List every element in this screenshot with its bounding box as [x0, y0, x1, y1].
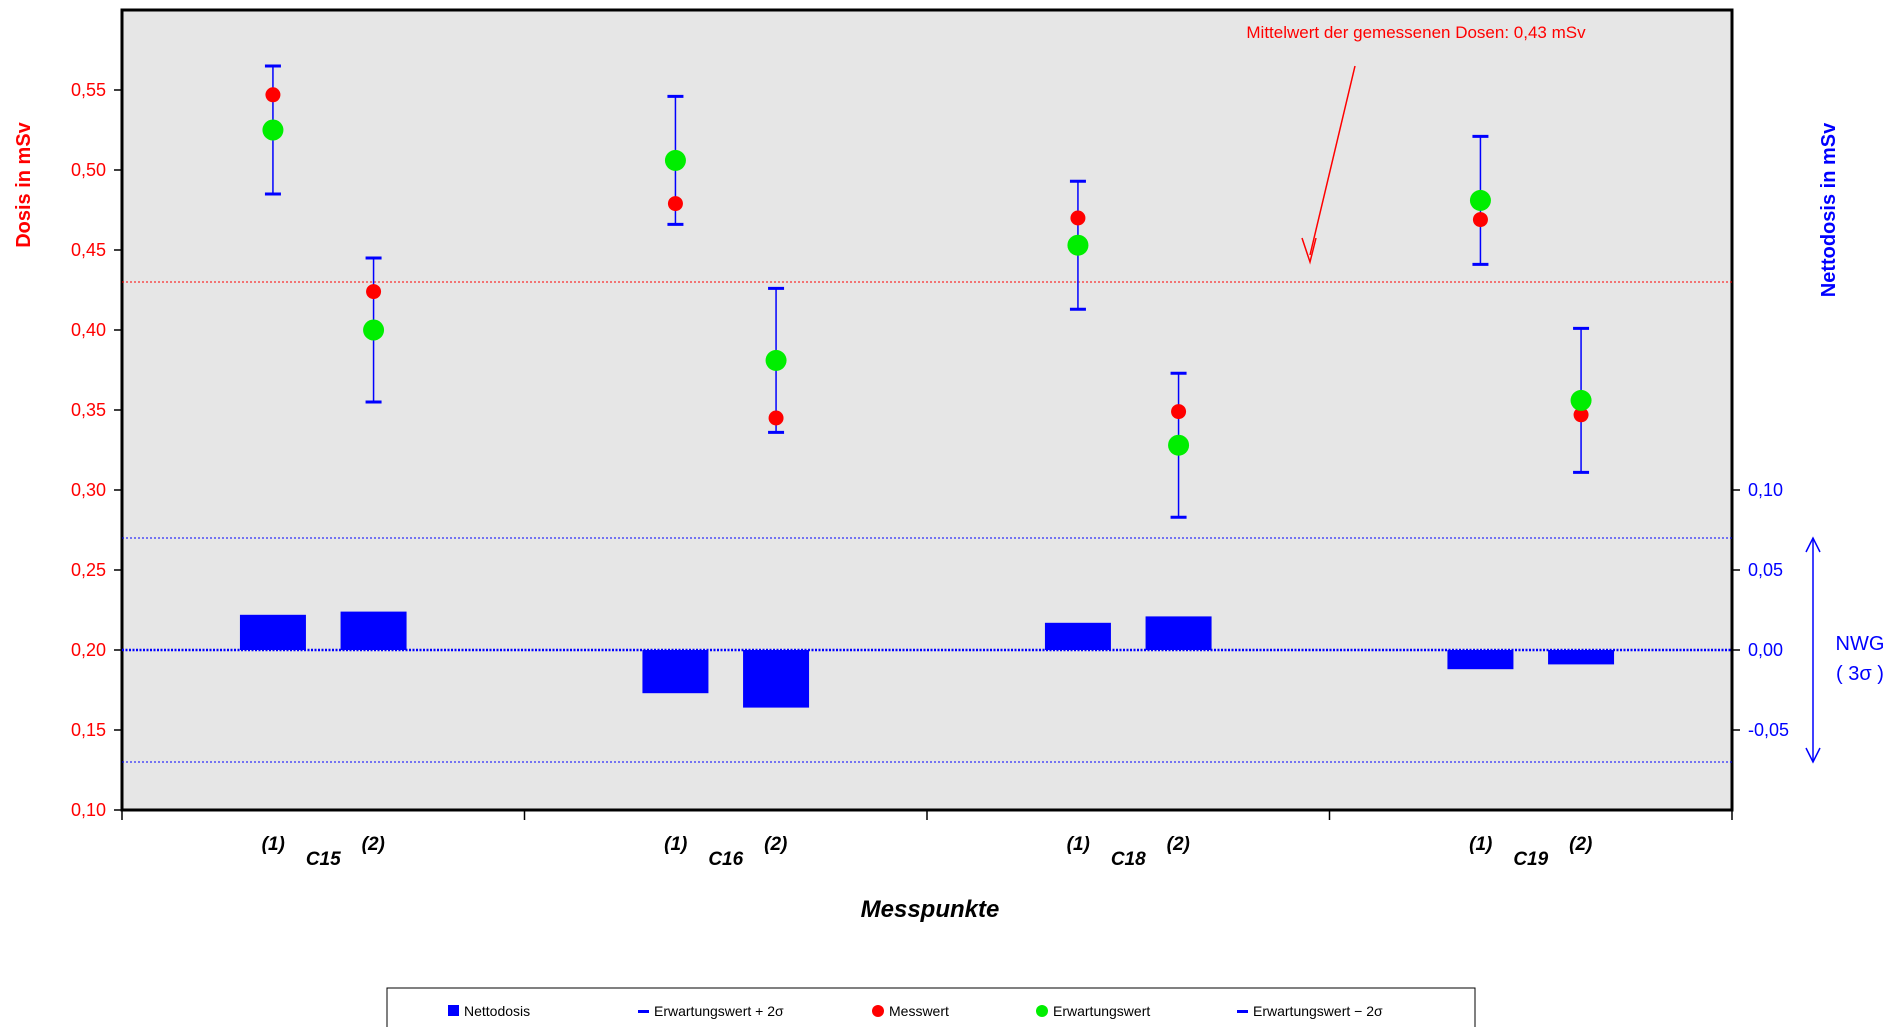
- y-left-tick-label: 0,50: [71, 160, 106, 180]
- messwert-point: [667, 196, 683, 212]
- erwartungswert-point: [363, 319, 385, 341]
- chart-marks: 0,10 0,15 0,20 0,25 0,30 0,35 0,40 0,45 0,50 0,55…: [71, 64, 1821, 870]
- annotation-arrow-head: [1301, 237, 1317, 265]
- y-left-tick-label: 0,15: [71, 720, 106, 740]
- nwg-arrow-head-down: [1805, 747, 1821, 764]
- x-sub-label: (1): [262, 834, 285, 855]
- annotation-arrow-line: [1309, 65, 1356, 256]
- legend-box: [386, 987, 1476, 1027]
- legend-label: Nettodosis: [464, 1003, 530, 1019]
- legend-marker-square: [448, 1005, 459, 1016]
- x-sub-label: (2): [1569, 834, 1592, 855]
- netto-bar: [1044, 622, 1111, 650]
- netto-bar: [340, 611, 407, 650]
- y-left-tick-label: 0,55: [71, 80, 106, 100]
- netto-bar: [239, 614, 306, 650]
- x-tick-label: C18: [1111, 849, 1146, 870]
- erwartungswert-point: [1570, 389, 1592, 411]
- erwartungswert-point: [1469, 189, 1491, 211]
- mean-annotation: Mittelwert der gemessenen Dosen: 0,43 mS…: [1246, 23, 1586, 42]
- y-right-tick-label: 0,10: [1748, 480, 1783, 500]
- nwg-label: NWG: [1836, 633, 1885, 655]
- messwert-point: [265, 87, 281, 103]
- legend-label: Messwert: [889, 1003, 949, 1019]
- y-right-tick-label: -0,05: [1748, 720, 1789, 740]
- y-left-tick-label: 0,10: [71, 800, 106, 820]
- x-sub-label: (2): [764, 834, 787, 855]
- legend-marker-dot: [1036, 1005, 1048, 1017]
- erwartungswert-point: [765, 349, 787, 371]
- erwartungswert-point: [1067, 234, 1089, 256]
- netto-bar: [1145, 616, 1212, 650]
- x-tick-label: C15: [306, 849, 341, 870]
- plot-area: [120, 8, 1734, 812]
- legend-marker-dot: [872, 1005, 884, 1017]
- y-left-tick-label: 0,25: [71, 560, 106, 580]
- y-axis-left-title: Dosis in mSv: [13, 121, 35, 247]
- erwartungswert-point: [1168, 434, 1190, 456]
- x-tick-label: C19: [1513, 849, 1548, 870]
- legend-marker-dash: [1237, 1010, 1248, 1013]
- x-sub-label: (1): [1067, 834, 1090, 855]
- x-axis-title: Messpunkte: [861, 896, 1000, 923]
- erwartungswert-point: [262, 119, 284, 141]
- y-left-tick-label: 0,45: [71, 240, 106, 260]
- y-left-tick-label: 0,30: [71, 480, 106, 500]
- legend-label: Erwartungswert − 2σ: [1253, 1003, 1383, 1019]
- messwert-point: [1573, 407, 1589, 423]
- x-sub-label: (2): [1167, 834, 1190, 855]
- legend-label: Erwartungswert + 2σ: [654, 1003, 784, 1019]
- x-tick-label: C16: [708, 849, 743, 870]
- y-right-tick-label: 0,00: [1748, 640, 1783, 660]
- nwg-arrow-head-up: [1805, 536, 1821, 553]
- netto-bar: [1548, 650, 1615, 665]
- messwert-point: [1070, 210, 1086, 226]
- legend-marker-dash: [638, 1010, 649, 1013]
- messwert-point: [1171, 404, 1187, 420]
- legend-label: Erwartungswert: [1053, 1003, 1150, 1019]
- netto-bar: [743, 650, 810, 708]
- x-sub-label: (2): [362, 834, 385, 855]
- messwert-point: [1472, 212, 1488, 228]
- netto-bar: [1447, 650, 1514, 670]
- y-left-tick-label: 0,40: [71, 320, 106, 340]
- messwert-point: [768, 410, 784, 426]
- netto-bar: [642, 650, 709, 694]
- legend: Nettodosis Erwartungswert + 2σ Messwert Erw…: [448, 1003, 1383, 1019]
- y-left-tick-label: 0,20: [71, 640, 106, 660]
- x-sub-label: (1): [664, 834, 687, 855]
- messwert-point: [366, 284, 382, 300]
- erwartungswert-point: [664, 149, 686, 171]
- nwg-sigma-label: ( 3σ ): [1836, 663, 1884, 685]
- y-left-tick-label: 0,35: [71, 400, 106, 420]
- y-axis-right-title: Nettodosis in mSv: [1818, 122, 1840, 297]
- y-right-tick-label: 0,05: [1748, 560, 1783, 580]
- x-sub-label: (1): [1469, 834, 1492, 855]
